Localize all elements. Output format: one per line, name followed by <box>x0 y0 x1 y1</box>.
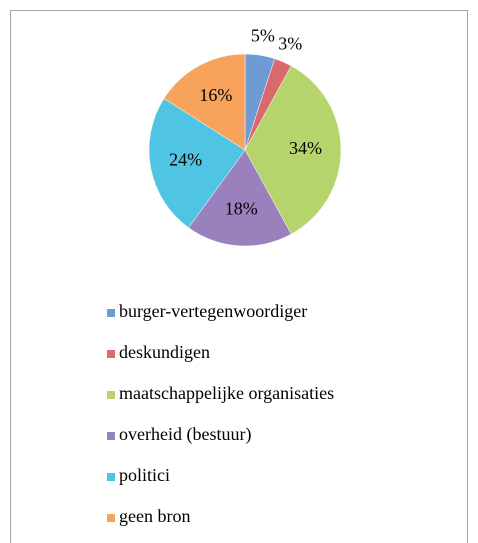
legend-label: maatschappelijke organisaties <box>119 383 334 403</box>
legend-swatch <box>107 350 115 358</box>
legend-swatch <box>107 309 115 317</box>
legend-swatch <box>107 473 115 481</box>
legend-label: deskundigen <box>119 342 210 362</box>
data-label: 16% <box>199 85 232 105</box>
chart-frame <box>10 10 468 543</box>
pie-slice <box>163 53 246 151</box>
legend-swatch <box>107 391 115 399</box>
data-label: 34% <box>289 138 322 158</box>
legend-label: geen bron <box>119 506 190 526</box>
legend-label: burger-vertegenwoordiger <box>119 301 307 321</box>
data-label: 18% <box>225 198 258 218</box>
data-label: 5% <box>251 26 275 46</box>
pie-slice <box>244 65 342 235</box>
data-label: 24% <box>169 149 202 169</box>
legend-swatch <box>107 514 115 522</box>
legend-label: politici <box>119 465 170 485</box>
legend-swatch <box>107 432 115 440</box>
pie-slice <box>188 149 292 247</box>
legend-label: overheid (bestuur) <box>119 424 251 445</box>
data-label: 3% <box>278 34 302 54</box>
pie-slice <box>148 98 246 229</box>
